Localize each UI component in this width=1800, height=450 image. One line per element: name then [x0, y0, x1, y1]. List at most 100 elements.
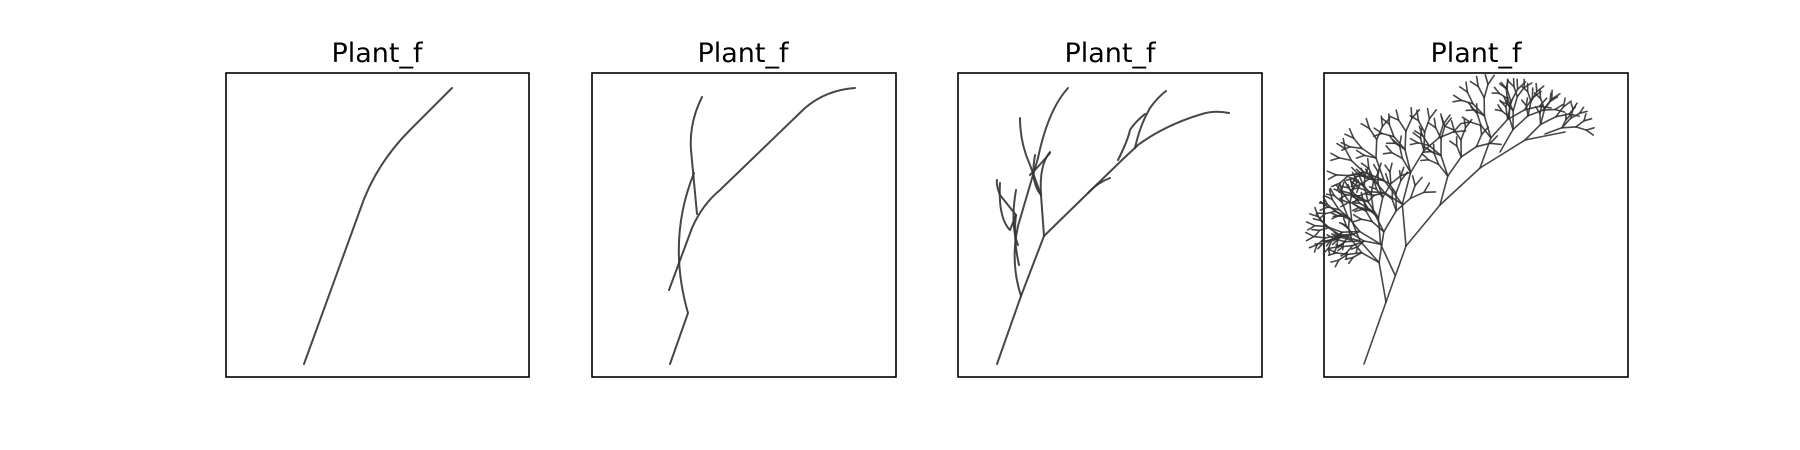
plant-branch	[1497, 104, 1503, 112]
plant-branch	[1347, 187, 1357, 196]
plant-branch	[1524, 123, 1542, 141]
plant-branch	[1414, 176, 1423, 187]
plant-branch	[1375, 157, 1385, 181]
plant-branch	[1379, 243, 1396, 276]
plant-branch	[1312, 218, 1322, 222]
plot-frame	[591, 72, 897, 378]
plant-branch	[1554, 103, 1564, 111]
plant-branch	[1426, 107, 1431, 120]
plant-branch	[1331, 215, 1339, 220]
plant-branch	[1404, 130, 1407, 151]
plant-branch	[1539, 112, 1542, 126]
plant-branch	[1427, 122, 1437, 129]
plant-branch	[303, 87, 453, 365]
plant-branch	[1506, 109, 1526, 121]
plant-branch	[1342, 244, 1354, 248]
plant-branch	[1354, 174, 1365, 178]
plant-branch	[1561, 126, 1577, 129]
plant-branch	[1331, 198, 1340, 211]
plant-branch	[1352, 251, 1363, 259]
plant-branch	[1305, 231, 1315, 238]
plant-branch	[1439, 175, 1449, 206]
plant-branch	[1525, 105, 1529, 117]
plant-branch	[1439, 167, 1481, 206]
plant-branch	[1507, 80, 1515, 88]
plant-branch	[1372, 163, 1379, 173]
plant-branch	[1352, 206, 1360, 212]
plant-branch	[1551, 93, 1561, 100]
plant-branch	[1330, 157, 1341, 162]
plant-branch	[1335, 174, 1350, 177]
plant-branch	[1343, 179, 1350, 189]
plant-branch	[1521, 99, 1528, 107]
plant-branch	[1358, 206, 1370, 210]
plant-branch	[1395, 179, 1402, 195]
plant-branch	[1432, 143, 1435, 155]
plant-branch	[1344, 133, 1355, 139]
plant-branch	[1344, 147, 1353, 162]
plant-branch	[1328, 226, 1343, 233]
plant-branch	[1476, 112, 1482, 127]
plant-branch	[1459, 86, 1469, 93]
plant-branch	[1352, 137, 1363, 150]
plant-branch	[1373, 127, 1383, 135]
plant-branch	[1357, 173, 1370, 180]
plant-branch	[1383, 210, 1397, 233]
plot-frame	[957, 72, 1263, 378]
plant-branch	[1330, 152, 1341, 159]
plant-branch	[995, 179, 1020, 266]
plant-branch	[1318, 202, 1328, 205]
plant-branch	[1562, 97, 1566, 108]
plant-branch	[1319, 212, 1327, 219]
plant-branch	[1360, 191, 1364, 202]
plant-branch	[1420, 159, 1430, 162]
plant-branch	[1339, 174, 1350, 184]
plant-branch	[1322, 239, 1333, 245]
plant-branch	[1569, 108, 1574, 120]
plant-branch	[1583, 117, 1593, 122]
plant-branch	[1352, 218, 1362, 223]
plant-branch	[1355, 154, 1366, 159]
plant-branch	[1305, 221, 1316, 227]
plant-branch	[1012, 189, 1019, 246]
plant-branch	[1311, 228, 1321, 232]
panel-title: Plant_f	[1064, 38, 1157, 69]
plant-branch	[1516, 78, 1519, 91]
plant-drawing	[668, 87, 856, 365]
plant-branch	[1329, 187, 1336, 197]
plant-branch	[998, 182, 1017, 231]
plant-branch	[1400, 171, 1411, 177]
plant-branch	[1493, 86, 1500, 95]
plant-branch	[1375, 125, 1384, 141]
plant-branch	[1391, 151, 1404, 160]
plant-branch	[1350, 195, 1361, 198]
plant-branch	[1385, 144, 1393, 154]
plant-branch	[1483, 83, 1489, 99]
plant-drawing	[995, 87, 1230, 365]
plant-branch	[1367, 200, 1380, 219]
plant-branch	[1512, 95, 1519, 112]
plant-branch	[1349, 173, 1359, 177]
plant-branch	[1423, 131, 1426, 152]
plant-branch	[1355, 149, 1366, 157]
plant-branch	[1360, 162, 1370, 170]
plant-branch	[1365, 210, 1373, 223]
plant-branch	[1490, 118, 1509, 139]
plant-branch	[1358, 178, 1370, 186]
plant-branch	[1389, 171, 1392, 185]
plant-drawing	[1305, 73, 1595, 365]
plant-branch	[1349, 186, 1360, 191]
plant-branch	[1340, 251, 1348, 257]
plant-branch	[1570, 102, 1574, 111]
plant-branch	[1475, 75, 1479, 88]
plant-branch	[1395, 197, 1412, 212]
plant-branch	[1327, 247, 1331, 256]
plant-branch	[1342, 217, 1348, 227]
panel-title: Plant_f	[331, 38, 424, 69]
plant-branch	[1384, 164, 1391, 173]
plant-branch	[1460, 126, 1467, 141]
plant-branch	[1349, 201, 1353, 221]
plant-branch	[1336, 182, 1341, 192]
plant-branch	[1544, 127, 1563, 135]
plant-branch	[1423, 182, 1431, 194]
